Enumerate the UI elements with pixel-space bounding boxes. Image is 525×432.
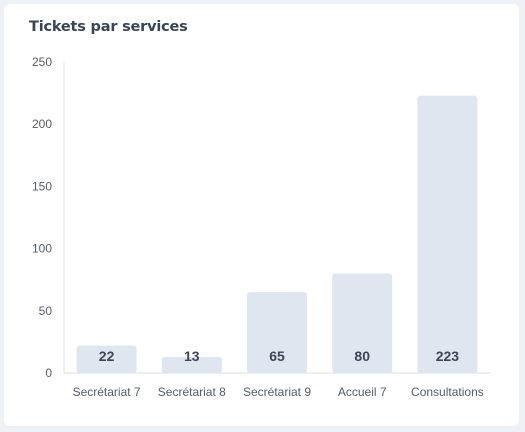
y-tick-label: 50: [39, 304, 53, 318]
x-tick-label: Secrétariat 8: [158, 385, 226, 399]
x-tick-label: Consultations: [411, 385, 484, 399]
chart-title: Tickets par services: [29, 19, 188, 35]
bar-value-label: 65: [269, 348, 285, 364]
bar-value-label: 223: [436, 348, 460, 364]
y-tick-label: 150: [32, 179, 52, 193]
bar: [161, 356, 222, 373]
bar: [247, 292, 307, 373]
bar: [76, 345, 137, 373]
y-tick-label: 200: [32, 117, 52, 131]
x-tick-label: Accueil 7: [338, 385, 387, 399]
bar-value-label: 13: [184, 348, 200, 364]
bar: [332, 273, 393, 373]
bar: [417, 95, 478, 373]
y-tick-label: 0: [45, 366, 52, 380]
x-tick-label: Secrétariat 9: [243, 385, 311, 399]
x-tick-label: Secrétariat 7: [73, 385, 141, 399]
bar-value-label: 80: [354, 348, 370, 364]
y-tick-label: 100: [32, 242, 52, 256]
bar-value-label: 22: [99, 348, 115, 364]
y-tick-label: 250: [32, 55, 52, 69]
